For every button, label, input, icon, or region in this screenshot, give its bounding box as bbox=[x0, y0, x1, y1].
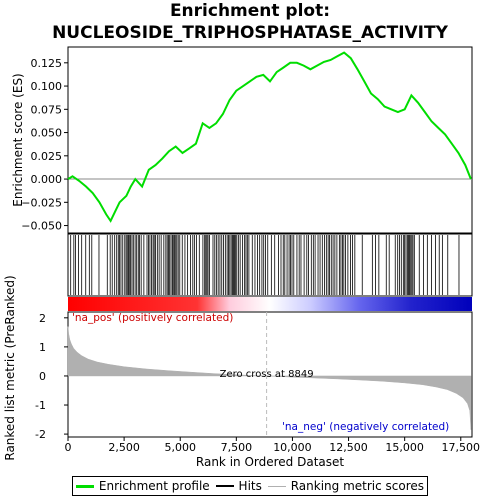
metric-x-tick-label: 7,500 bbox=[221, 441, 253, 454]
metric-x-tick-label: 0 bbox=[65, 441, 72, 454]
es-y-axis-label: Enrichment score (ES) bbox=[11, 73, 25, 206]
metric-x-tick-label: 15,000 bbox=[385, 441, 424, 454]
es-y-tick-label: 0.000 bbox=[31, 173, 63, 186]
metric-panel: Zero cross at 8849 'na_pos' (positively c… bbox=[3, 275, 480, 469]
es-y-tick-label: 0.075 bbox=[31, 103, 63, 116]
metric-x-tick-label: 5,000 bbox=[164, 441, 196, 454]
legend: Enrichment profile Hits Ranking metric s… bbox=[72, 476, 428, 496]
chart-title-line2: NUCLEOSIDE_TRIPHOSPHATASE_ACTIVITY bbox=[52, 23, 448, 43]
zero-cross-label: Zero cross at 8849 bbox=[220, 369, 314, 380]
metric-y-tick-label: 2 bbox=[39, 312, 46, 325]
metric-x-tick-label: 12,500 bbox=[329, 441, 368, 454]
metric-y-tick-label: 1 bbox=[39, 341, 46, 354]
legend-swatch-hits bbox=[215, 485, 234, 487]
es-y-tick-label: 0.125 bbox=[31, 57, 63, 70]
es-y-tick-label: 0.050 bbox=[31, 127, 63, 140]
chart-title: Enrichment plot: NUCLEOSIDE_TRIPHOSPHATA… bbox=[0, 0, 500, 44]
metric-x-axis-label: Rank in Ordered Dataset bbox=[196, 455, 344, 469]
pos-correlated-label: 'na_pos' (positively correlated) bbox=[72, 312, 233, 324]
metric-y-tick-label: 0 bbox=[39, 370, 46, 383]
metric-x-tick-label: 17,500 bbox=[442, 441, 481, 454]
legend-label-hits: Hits bbox=[238, 479, 262, 493]
metric-y-tick-label: -2 bbox=[35, 428, 46, 441]
es-y-tick-label: 0.025 bbox=[31, 150, 63, 163]
legend-item-enrichment-profile: Enrichment profile bbox=[75, 479, 210, 493]
hits-panel bbox=[67, 233, 473, 311]
es-panel: −0.050 −0.025 0.000 0.025 0.050 0.075 0.100 0.1… bbox=[11, 46, 473, 234]
rank-color-band bbox=[68, 297, 472, 311]
es-y-tick-label: −0.050 bbox=[21, 220, 62, 233]
legend-label-enrichment-profile: Enrichment profile bbox=[98, 479, 210, 493]
enrichment-profile-line bbox=[67, 51, 472, 223]
neg-correlated-label: 'na_neg' (negatively correlated) bbox=[282, 421, 449, 433]
es-plot-frame bbox=[67, 46, 473, 234]
legend-swatch-enrichment-profile bbox=[75, 484, 94, 488]
chart-title-line1: Enrichment plot: bbox=[169, 1, 331, 21]
es-y-tick-label: −0.025 bbox=[21, 196, 62, 209]
legend-label-ranking-metric: Ranking metric scores bbox=[290, 479, 425, 493]
metric-y-tick-label: -1 bbox=[35, 399, 46, 412]
es-y-tick-label: 0.100 bbox=[31, 80, 63, 93]
legend-swatch-ranking-metric bbox=[267, 485, 286, 487]
metric-x-tick-label: 10,000 bbox=[273, 441, 312, 454]
metric-x-tick-label: 2,500 bbox=[108, 441, 140, 454]
ranked-metric-area bbox=[67, 326, 472, 430]
metric-y-axis-label: Ranked list metric (PreRanked) bbox=[3, 275, 17, 460]
legend-item-ranking-metric: Ranking metric scores bbox=[267, 479, 425, 493]
legend-item-hits: Hits bbox=[215, 479, 262, 493]
